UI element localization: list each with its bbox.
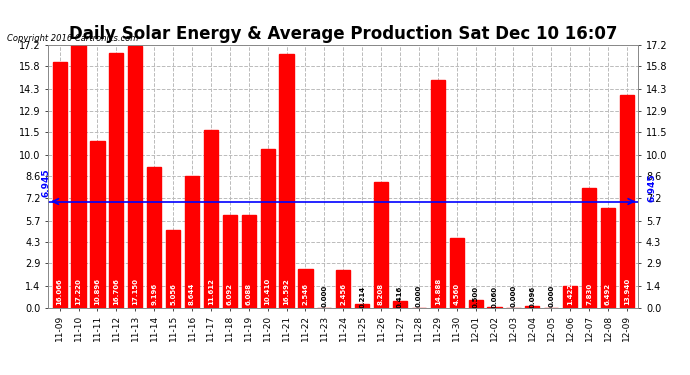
Text: 0.000: 0.000 — [416, 285, 422, 307]
Text: 7.830: 7.830 — [586, 283, 592, 305]
Text: 0.060: 0.060 — [491, 285, 497, 308]
Bar — [128, 46, 142, 308]
Text: 17.220: 17.220 — [75, 278, 81, 305]
Bar — [582, 188, 596, 308]
Text: 2.456: 2.456 — [340, 283, 346, 305]
Title: Daily Solar Energy & Average Production Sat Dec 10 16:07: Daily Solar Energy & Average Production … — [69, 26, 618, 44]
Bar — [279, 54, 294, 307]
Text: 10.410: 10.410 — [265, 278, 270, 305]
Text: 16.066: 16.066 — [57, 279, 63, 305]
Bar — [298, 268, 313, 308]
Text: 0.500: 0.500 — [473, 285, 479, 308]
Bar — [563, 286, 578, 308]
Text: 9.196: 9.196 — [151, 283, 157, 305]
Bar — [90, 141, 105, 308]
Text: 16.706: 16.706 — [113, 278, 119, 305]
Text: 2.546: 2.546 — [302, 283, 308, 305]
Text: 8.644: 8.644 — [189, 283, 195, 305]
Text: 5.056: 5.056 — [170, 284, 176, 305]
Bar — [223, 214, 237, 308]
Text: 6.492: 6.492 — [605, 283, 611, 305]
Bar — [261, 148, 275, 308]
Bar — [620, 95, 634, 308]
Text: 0.214: 0.214 — [359, 285, 365, 308]
Bar — [336, 270, 351, 308]
Text: 11.612: 11.612 — [208, 278, 214, 305]
Text: 17.150: 17.150 — [132, 278, 138, 305]
Bar — [431, 80, 445, 308]
Bar — [487, 307, 502, 308]
Bar — [450, 238, 464, 308]
Bar — [204, 130, 218, 308]
Bar — [601, 209, 615, 308]
Text: 1.422: 1.422 — [567, 283, 573, 305]
Bar — [469, 300, 483, 307]
Bar — [166, 230, 180, 308]
Bar — [374, 182, 388, 308]
Bar — [109, 53, 124, 308]
Text: 6.088: 6.088 — [246, 283, 252, 305]
Text: 14.888: 14.888 — [435, 278, 441, 305]
Text: Copyright 2016 Cartronics.com: Copyright 2016 Cartronics.com — [7, 34, 138, 43]
Text: 0.416: 0.416 — [397, 285, 403, 308]
Bar — [185, 176, 199, 308]
Text: 0.000: 0.000 — [511, 285, 516, 307]
Text: 0.096: 0.096 — [529, 285, 535, 308]
Text: 13.940: 13.940 — [624, 278, 630, 305]
Bar — [147, 167, 161, 308]
Bar — [72, 45, 86, 308]
Text: 6.945: 6.945 — [42, 168, 51, 197]
Text: 0.000: 0.000 — [549, 285, 554, 307]
Bar — [52, 62, 67, 308]
Text: 8.208: 8.208 — [378, 283, 384, 305]
Text: 6.092: 6.092 — [227, 283, 233, 305]
Text: 16.592: 16.592 — [284, 279, 290, 305]
Bar — [241, 214, 256, 308]
Text: 4.560: 4.560 — [454, 283, 460, 305]
Bar — [525, 306, 540, 308]
Bar — [355, 304, 369, 307]
Text: 6.945: 6.945 — [647, 173, 656, 201]
Text: 10.896: 10.896 — [95, 278, 101, 305]
Text: 0.000: 0.000 — [322, 285, 327, 307]
Bar — [393, 301, 407, 307]
